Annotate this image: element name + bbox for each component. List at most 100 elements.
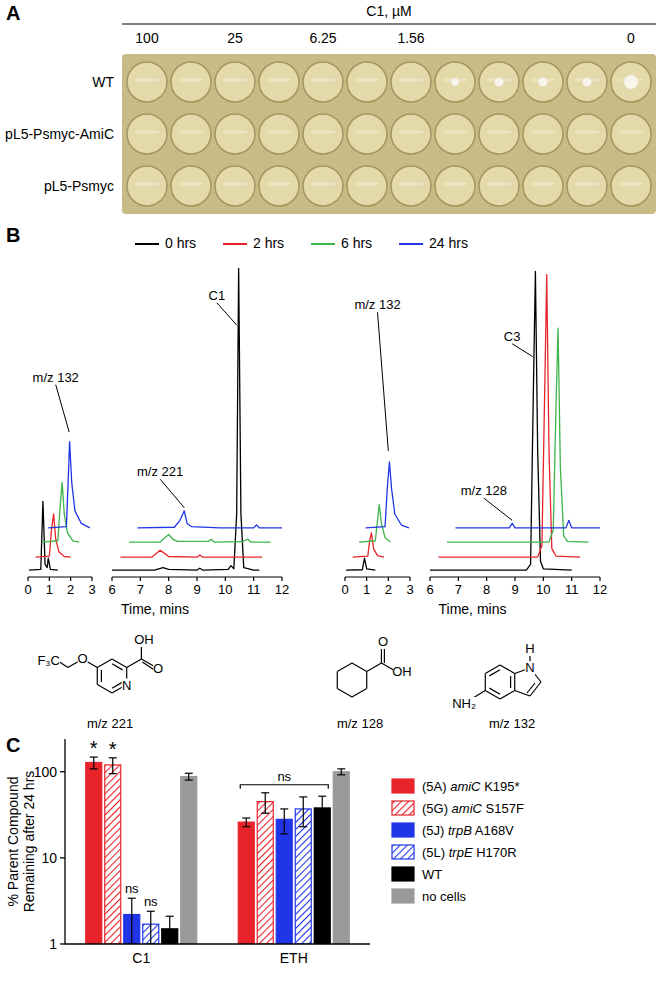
- legend-word: WT: [422, 867, 442, 882]
- bond: [352, 663, 367, 672]
- atom-label: O: [153, 661, 163, 676]
- trace: [129, 534, 271, 542]
- x-tick: [429, 577, 430, 581]
- well: [435, 114, 475, 154]
- significance: *: [90, 737, 98, 759]
- well-sheen: [222, 182, 248, 186]
- x-tick-label: 3: [88, 582, 95, 597]
- x-axis: [28, 576, 92, 577]
- bond: [515, 691, 530, 697]
- bond: [337, 663, 352, 672]
- error-cap: [318, 825, 326, 826]
- well: [215, 114, 255, 154]
- bond: [381, 648, 382, 663]
- atom-bg: [450, 697, 476, 711]
- legend-label: WT: [422, 867, 442, 882]
- row-label: pL5-Psmyc-AmiC: [5, 126, 114, 142]
- well: [567, 166, 607, 206]
- well-sheen: [398, 78, 424, 82]
- legend-label: (5J) trpB A168V: [422, 823, 514, 838]
- well-sheen: [574, 182, 600, 186]
- legend-swatch: [392, 867, 414, 881]
- bond: [337, 689, 352, 698]
- bar: [295, 809, 311, 944]
- leader-line: [378, 312, 389, 451]
- error-cap: [261, 813, 269, 814]
- bond: [500, 665, 515, 674]
- well: [127, 166, 167, 206]
- well: [567, 114, 607, 154]
- well-sheen: [354, 78, 380, 82]
- well-sheen: [486, 130, 512, 134]
- annotation: C3: [504, 329, 521, 344]
- error-bar: [265, 793, 266, 813]
- well: [567, 62, 607, 102]
- bond: [352, 689, 367, 698]
- x-tick: [543, 577, 544, 581]
- atom-bg: [78, 652, 88, 666]
- legend-label: 6 hrs: [341, 235, 372, 251]
- well-sheen: [222, 130, 248, 134]
- x-tick: [49, 577, 50, 581]
- x-tick: [225, 577, 226, 581]
- plate: [122, 54, 656, 214]
- legend-word: trpE: [445, 845, 473, 860]
- atom-bg: [34, 654, 60, 668]
- well-sheen: [266, 182, 292, 186]
- bar: [276, 819, 292, 944]
- well-sheen: [134, 130, 160, 134]
- leader-line: [56, 385, 69, 432]
- structure-label: m/z 128: [337, 716, 383, 731]
- error-bar: [303, 797, 304, 827]
- well-sheen: [354, 182, 380, 186]
- panel-label: B: [6, 224, 20, 246]
- chromatogram: 6789101112Time, minsC3m/z 128: [426, 271, 607, 617]
- well-sheen: [178, 182, 204, 186]
- trace: [430, 271, 572, 570]
- significance: *: [109, 738, 117, 760]
- bracket: [240, 785, 328, 789]
- error-cap: [147, 911, 155, 912]
- bar: [333, 772, 349, 944]
- bond: [489, 670, 500, 676]
- legend-swatch: [392, 801, 414, 815]
- atom-label: O: [78, 651, 88, 666]
- error-bar: [246, 818, 247, 827]
- x-tick-label: 2: [67, 582, 74, 597]
- well: [127, 114, 167, 154]
- significance: ns: [125, 881, 139, 896]
- bond: [112, 664, 123, 670]
- x-tick-label: 0: [24, 582, 31, 597]
- chromatogram: 0123m/z 132: [341, 297, 413, 597]
- error-cap: [318, 796, 326, 797]
- legend-label: (5L) trpE H170R: [422, 845, 517, 860]
- atom-label: OH: [134, 632, 154, 647]
- error-cap: [128, 898, 136, 899]
- error-cap: [261, 792, 269, 793]
- legend-label: no cells: [422, 889, 467, 904]
- bond: [485, 674, 486, 691]
- x-tick-label: 1: [46, 582, 53, 597]
- y-tick-label: 1: [49, 936, 57, 952]
- bond: [101, 670, 102, 682]
- x-tick-label: 7: [137, 582, 144, 597]
- atom-bg: [525, 642, 535, 656]
- error-cap: [299, 826, 307, 827]
- trace: [353, 533, 384, 557]
- error-cap: [337, 768, 345, 769]
- column-label: 6.25: [309, 30, 336, 46]
- y-axis: [64, 739, 65, 944]
- x-tick: [70, 577, 71, 581]
- well: [171, 62, 211, 102]
- bar: [257, 802, 273, 944]
- well: [347, 166, 387, 206]
- column-label: 0: [627, 30, 635, 46]
- bond: [127, 659, 142, 668]
- legend-word: trpB: [444, 823, 472, 838]
- error-cap: [280, 808, 288, 809]
- well-sheen: [354, 130, 380, 134]
- column-label: 1.56: [397, 30, 424, 46]
- well-sheen: [486, 182, 512, 186]
- x-tick-label: 8: [165, 582, 172, 597]
- x-tick-label: 12: [593, 582, 607, 597]
